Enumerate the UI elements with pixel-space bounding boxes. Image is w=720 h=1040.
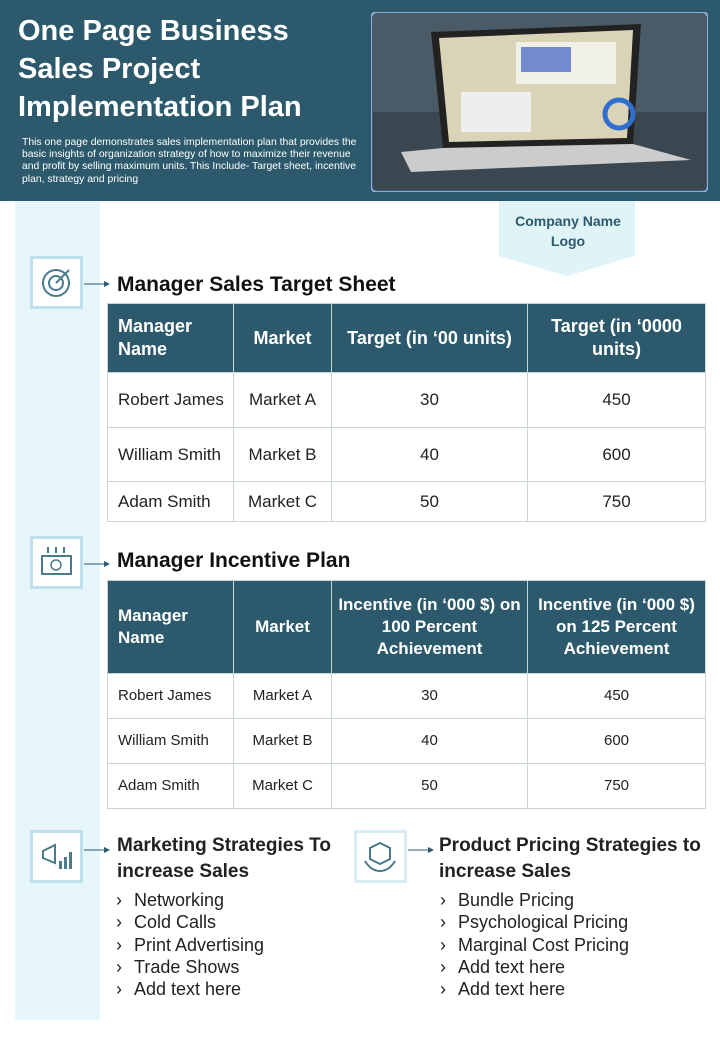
table-cell: 30 — [331, 372, 528, 428]
column-header: Market — [233, 580, 332, 674]
table-cell: 450 — [527, 372, 706, 428]
subsection-title: Product Pricing Strategies to increase S… — [439, 835, 701, 882]
column-header: Incentive (in ‘000 $) on 125 Percent Ach… — [527, 580, 706, 674]
table-cell: Robert James — [107, 372, 234, 428]
arrow — [84, 847, 110, 853]
table-cell: Market A — [233, 673, 332, 719]
table-cell: Adam Smith — [107, 763, 234, 809]
list-item: Marginal Cost Pricing — [440, 934, 629, 957]
arrow — [84, 561, 110, 567]
table-cell: 50 — [331, 481, 528, 522]
incentive-icon — [30, 536, 83, 589]
column-header: Manager Name — [107, 580, 234, 674]
table-row: Adam Smith Market C 50 750 — [107, 481, 706, 522]
column-header: Incentive (in ‘000 $) on 100 Percent Ach… — [331, 580, 528, 674]
table-cell: Market C — [233, 763, 332, 809]
column-header: Market — [233, 303, 332, 373]
table-row: William Smith Market B 40 600 — [107, 718, 706, 764]
logo-pennant — [499, 201, 635, 276]
table-cell: 750 — [527, 763, 706, 809]
table-cell: 40 — [331, 427, 528, 482]
header-row: Manager Name Market Incentive (in ‘000 $) … — [107, 580, 706, 674]
list-item: Print Advertising — [116, 934, 264, 957]
table-cell: Market B — [233, 427, 332, 482]
target-icon — [30, 256, 83, 309]
pricing-list: Bundle PricingPsychological PricingMargi… — [440, 889, 629, 1001]
target-table: Manager Name Market Target (in ‘00 units) T… — [107, 303, 706, 522]
table-cell: 750 — [527, 481, 706, 522]
column-header: Target (in ‘0000 units) — [527, 303, 706, 373]
table-cell: 40 — [331, 718, 528, 764]
section-title: Manager Incentive Plan — [117, 549, 351, 572]
column-header: Manager Name — [107, 303, 234, 373]
logo-text: Company Name Logo — [515, 213, 621, 249]
table-cell: 50 — [331, 763, 528, 809]
table-cell: Market C — [233, 481, 332, 522]
table-cell: 600 — [527, 718, 706, 764]
side-strip — [15, 201, 100, 1020]
table-row: Adam Smith Market C 50 750 — [107, 763, 706, 809]
pricing-icon — [354, 830, 407, 883]
table-cell: Market B — [233, 718, 332, 764]
list-item: Add text here — [440, 978, 629, 1001]
list-item: Psychological Pricing — [440, 911, 629, 934]
description: This one page demonstrates sales impleme… — [22, 137, 357, 185]
page-title: One Page Business Sales Project Implemen… — [18, 15, 302, 123]
list-item: Add text here — [116, 978, 264, 1001]
table-cell: 30 — [331, 673, 528, 719]
marketing-list: NetworkingCold CallsPrint AdvertisingTra… — [116, 889, 264, 1001]
table-cell: Adam Smith — [107, 481, 234, 522]
table-cell: 450 — [527, 673, 706, 719]
table-cell: Market A — [233, 372, 332, 428]
list-item: Bundle Pricing — [440, 889, 629, 912]
marketing-icon — [30, 830, 83, 883]
arrow — [408, 847, 434, 853]
table-row: William Smith Market B 40 600 — [107, 427, 706, 482]
header-row: Manager Name Market Target (in ‘00 units) T… — [107, 303, 706, 373]
section-title: Manager Sales Target Sheet — [117, 273, 396, 296]
table-cell: 600 — [527, 427, 706, 482]
laptop-image — [371, 12, 708, 192]
list-item: Cold Calls — [116, 911, 264, 934]
column-header: Target (in ‘00 units) — [331, 303, 528, 373]
table-cell: William Smith — [107, 718, 234, 764]
table-row: Robert James Market A 30 450 — [107, 372, 706, 428]
list-item: Networking — [116, 889, 264, 912]
table-cell: Robert James — [107, 673, 234, 719]
incentive-table: Manager Name Market Incentive (in ‘000 $) … — [107, 580, 706, 809]
table-row: Robert James Market A 30 450 — [107, 673, 706, 719]
list-item: Trade Shows — [116, 956, 264, 979]
arrow — [84, 281, 110, 287]
subsection-title: Marketing Strategies To increase Sales — [117, 835, 331, 882]
list-item: Add text here — [440, 956, 629, 979]
table-cell: William Smith — [107, 427, 234, 482]
